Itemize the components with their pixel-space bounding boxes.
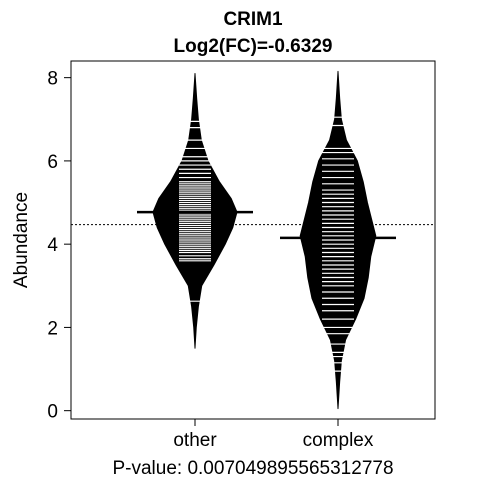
bean-other [137,72,253,349]
y-tick-label-4: 4 [47,235,58,256]
x-axis-label: P-value: 0.007049895565312778 [112,458,393,479]
y-tick-label-2: 2 [47,318,58,339]
axes-layer: other complex 0 2 4 6 8 [47,69,373,451]
chart-subtitle: Log2(FC)=-0.6329 [174,36,333,57]
x-tick-label-complex: complex [303,430,374,451]
y-tick-label-6: 6 [47,152,58,173]
chart-title: CRIM1 [223,9,283,30]
beans-layer [71,70,435,410]
y-tick-label-8: 8 [47,69,58,90]
plot-frame [70,60,436,420]
y-tick-label-0: 0 [47,402,58,423]
y-axis-label: Abundance [11,192,32,288]
x-tick-label-other: other [173,430,217,451]
bean-complex [280,70,396,410]
